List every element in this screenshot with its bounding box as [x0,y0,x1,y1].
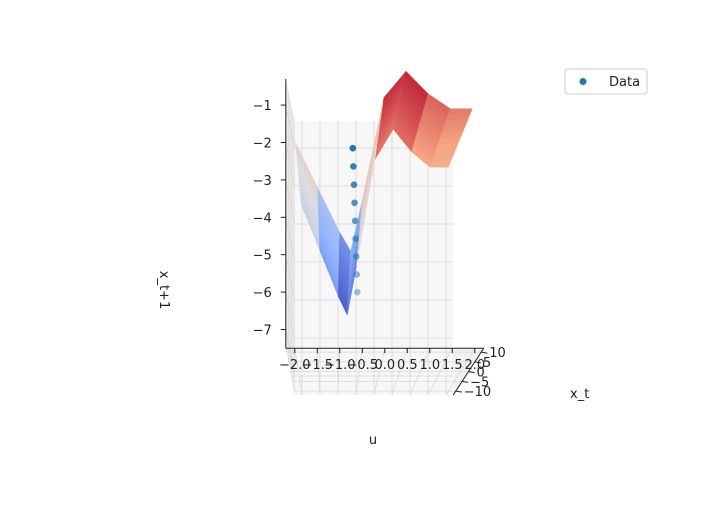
grid-line-z [285,292,454,339]
z-tick-label: −5 [253,249,272,264]
data-point [354,288,361,296]
y-tick-mark [462,380,469,383]
y-tick-mark [481,351,488,354]
grid-line-u [409,121,431,396]
grid-line-xt [289,100,469,373]
grid-line-xt [288,91,475,363]
legend-label: Data [609,75,640,90]
data-point [349,144,357,152]
z-tick-label: −4 [253,211,272,226]
y-tick-label: 10 [489,346,506,361]
x-tick-label: −2.0 [279,358,311,373]
z-tick-label: −1 [253,99,272,114]
scatter-points [349,144,361,296]
x-ticks: −2.0−1.5−1.0−0.50.0 0.5 1.0 1.5 2.0 [279,348,485,373]
surface-patch [437,137,461,144]
grid-line-u [355,121,363,396]
y-tick-label: 5 [483,356,491,371]
data-point [350,181,358,188]
y-axis-label: x_t [570,387,589,402]
grid-line-xt [286,82,482,353]
x-tick-label: 1.5 [442,358,463,373]
z-tick-label: −3 [253,174,272,189]
grid-line-u [445,121,476,397]
data-point [352,235,359,243]
legend: Data [564,68,648,95]
surface-patch [439,131,464,139]
x-tick-label: −1.5 [302,358,334,373]
x-tick-label: 0.0 [374,358,395,373]
z-tick-label: −2 [253,137,272,152]
data-point [351,199,358,207]
surface-patch [443,120,468,127]
legend-marker [579,78,587,85]
z-ticks: −1 −2 −3 −4 −5 −6 −7 [253,99,286,339]
grid-line-u [294,121,303,396]
y-tick-mark [468,371,475,374]
y-tick-mark [455,390,462,393]
surface-patch [441,125,466,133]
y-tick-label: −5 [470,375,489,390]
grid-line-u [373,121,386,396]
data-point [353,271,361,278]
data-point [351,217,359,225]
grid-line-z [285,142,454,187]
grid-lines [285,82,482,397]
grid-line-u [391,121,408,396]
surface-patch [445,114,471,121]
legend-box [564,68,648,95]
grid-line-u [337,121,341,396]
x-tick-label: 0.5 [397,358,418,373]
surface-patch [431,155,454,162]
grid-line-u [427,121,453,396]
surface-patch [435,143,459,150]
z-axis-label: x_t+1 [156,271,171,309]
data-point [350,163,357,170]
grid-line-z [285,179,454,225]
grid-line-z [285,105,454,149]
y-tick-label: 0 [477,366,485,381]
grid-line-z [285,217,454,263]
surface-patch [447,108,473,115]
data-point [352,253,360,260]
grid-line-xt [293,117,456,392]
x-tick-label: −1.0 [324,358,356,373]
x-axis-label: u [369,433,377,448]
surface-patch [429,161,452,168]
z-tick-label: −6 [253,286,272,301]
y-tick-mark [474,361,481,364]
grid-line-xt [291,109,463,382]
grid-line-z [285,329,454,377]
x-tick-label: 2.0 [464,358,485,373]
surface-patch [433,149,456,156]
x-tick-label: 1.0 [419,358,440,373]
y-tick-label: −10 [464,385,491,400]
grid-line-z [285,254,454,301]
z-tick-label: −7 [253,324,272,339]
x-tick-label: −0.5 [347,358,379,373]
surface [295,70,473,316]
